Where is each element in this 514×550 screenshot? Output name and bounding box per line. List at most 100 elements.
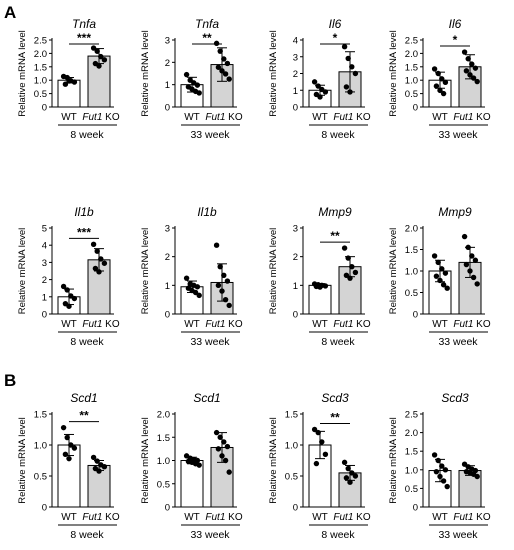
data-point [92, 265, 99, 272]
significance-label: ** [79, 409, 89, 423]
data-point [439, 76, 445, 82]
y-tick-label: 2.0 [34, 49, 47, 60]
age-label: 8 week [321, 336, 355, 348]
data-point [60, 424, 67, 431]
y-tick-label: 3 [293, 52, 298, 63]
y-tick-label: 0.5 [34, 89, 47, 100]
data-point [347, 89, 353, 95]
y-tick-label: 1.5 [157, 433, 170, 444]
data-point [440, 478, 447, 484]
y-tick-label: 2.5 [405, 36, 418, 47]
data-point [313, 460, 320, 467]
y-tick-label: 0.5 [285, 472, 298, 483]
data-point [343, 272, 350, 278]
data-point [461, 233, 468, 240]
data-point [196, 462, 202, 468]
data-point [101, 260, 108, 266]
y-tick-label: 2 [293, 252, 298, 263]
data-point [433, 273, 440, 279]
age-label: 8 week [70, 529, 104, 541]
data-point [439, 266, 445, 272]
age-label: 33 week [190, 529, 230, 541]
x-tick-label: WT [432, 319, 448, 330]
x-tick-label: WT [312, 512, 328, 523]
data-point [322, 283, 329, 289]
y-axis-label: Relative mRNA level [268, 228, 279, 315]
data-point [352, 269, 359, 276]
data-point [96, 468, 102, 474]
chart-10: Scd1 Relative mRNA level 0 0.5 1.0 1.5 2.0 WT Fu… [140, 391, 243, 541]
y-tick-label: 0 [293, 503, 298, 514]
chart-3: Il6 Relative mRNA level 0 1 2 3 4 WT Fut1 KO 8 we… [268, 17, 371, 141]
data-point [343, 84, 350, 90]
y-tick-label: 3 [42, 258, 47, 269]
y-tick-label: 2.0 [405, 224, 418, 235]
data-point [217, 264, 223, 270]
data-point [317, 284, 323, 290]
data-point [474, 78, 480, 85]
x-tick-label: Fut1 KO [82, 512, 119, 523]
y-tick-label: 1.5 [34, 410, 47, 421]
y-axis-label: Relative mRNA level [140, 228, 151, 315]
chart-title: Mmp9 [438, 205, 472, 219]
data-point [221, 272, 227, 278]
data-point [469, 253, 475, 259]
y-tick-label: 5 [42, 224, 47, 235]
data-point [472, 257, 479, 263]
data-point [472, 65, 479, 71]
chart-12: Scd3 Relative mRNA level 0 0.5 1.0 1.5 2.0 2.5 W… [388, 391, 491, 541]
y-tick-label: 1 [165, 281, 170, 292]
chart-title: Il1b [74, 205, 94, 219]
data-point [217, 48, 223, 54]
y-tick-label: 2 [42, 275, 47, 286]
data-point [345, 465, 351, 472]
chart-title: Mmp9 [318, 205, 352, 219]
data-point [71, 445, 78, 451]
significance-label: * [333, 31, 338, 45]
data-point [183, 71, 190, 78]
y-tick-label: 1.0 [285, 441, 298, 452]
data-point [444, 483, 450, 490]
chart-5: Il1b Relative mRNA level 0 1 2 3 4 5 WT Fut1 KO 8 … [17, 205, 120, 348]
data-point [66, 303, 72, 309]
x-tick-label: Fut1 KO [205, 319, 242, 330]
data-point [62, 451, 69, 457]
x-tick-label: Fut1 KO [333, 112, 370, 123]
x-tick-label: WT [312, 112, 328, 123]
data-point [444, 285, 450, 291]
data-point [222, 457, 229, 464]
data-point [442, 270, 449, 276]
data-point [226, 302, 232, 309]
chart-title: Il1b [197, 205, 217, 219]
data-point [465, 244, 471, 251]
data-point [64, 434, 70, 441]
x-tick-label: Fut1 KO [205, 512, 242, 523]
chart-title: Scd3 [441, 391, 469, 405]
y-tick-label: 1.5 [405, 62, 418, 73]
age-label: 8 week [321, 129, 355, 141]
data-point [96, 63, 102, 69]
significance-label: *** [77, 31, 91, 45]
age-label: 33 week [190, 129, 230, 141]
y-axis-label: Relative mRNA level [268, 30, 279, 117]
data-point [226, 469, 232, 475]
y-tick-label: 2.0 [157, 410, 170, 421]
data-point [345, 55, 351, 62]
data-point [196, 292, 202, 299]
y-axis-label: Relative mRNA level [388, 30, 399, 117]
y-tick-label: 2.5 [34, 36, 47, 47]
data-point [431, 253, 438, 259]
chart-11: Scd3 Relative mRNA level 0 0.5 1.0 1.5 WT Fut1 … [268, 391, 371, 541]
data-point [470, 75, 477, 81]
data-point [474, 473, 480, 480]
y-tick-label: 0 [293, 310, 298, 321]
data-point [101, 464, 108, 470]
age-label: 33 week [438, 529, 478, 541]
x-tick-label: Fut1 KO [205, 112, 242, 123]
data-point [349, 470, 355, 476]
y-tick-label: 1 [42, 292, 47, 303]
data-point [71, 295, 78, 302]
data-point [322, 451, 329, 457]
y-tick-label: 1.5 [405, 447, 418, 458]
